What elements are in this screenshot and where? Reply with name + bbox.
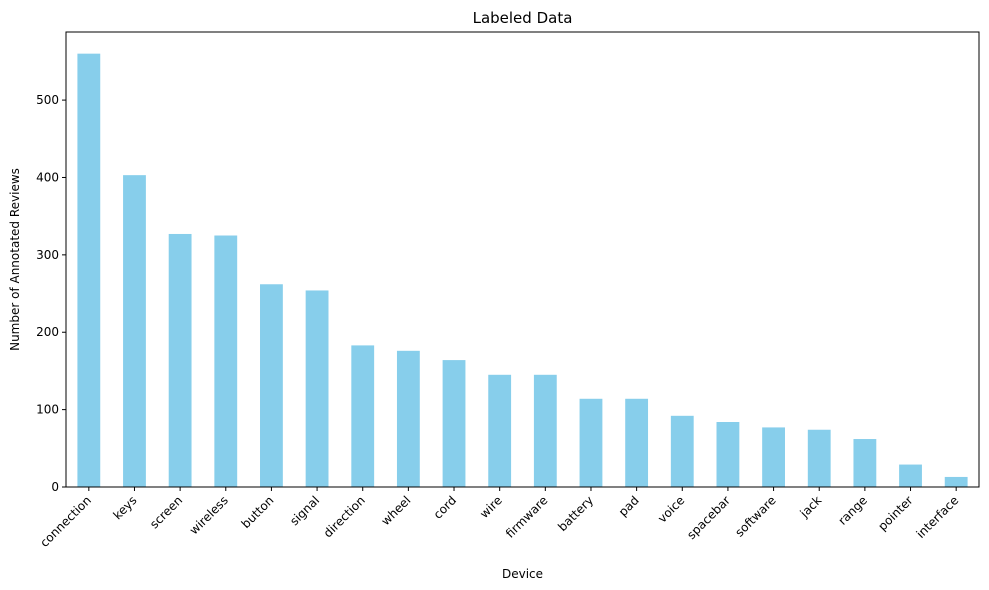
bar-voice — [670, 415, 694, 487]
bar-signal — [305, 290, 329, 487]
bar-jack — [807, 429, 831, 487]
bar-spacebar — [716, 422, 740, 487]
chart-title: Labeled Data — [473, 9, 573, 27]
bar-battery — [579, 398, 603, 487]
bar-range — [853, 439, 877, 487]
y-tick-label: 200 — [36, 325, 59, 339]
bar-interface — [944, 476, 968, 487]
bar-software — [762, 427, 785, 487]
x-axis-label: Device — [502, 567, 543, 581]
y-tick-label: 300 — [36, 248, 59, 262]
y-tick-label: 0 — [51, 480, 59, 494]
y-axis-label: Number of Annotated Reviews — [8, 168, 22, 351]
bar-button — [260, 284, 283, 487]
bar-cord — [442, 360, 466, 487]
bar-pointer — [899, 464, 922, 487]
bar-connection — [77, 53, 101, 488]
y-tick-label: 100 — [36, 403, 59, 417]
y-tick-label: 500 — [36, 93, 59, 107]
bar-pad — [625, 398, 649, 487]
y-tick-label: 400 — [36, 170, 59, 184]
bar-wireless — [214, 235, 238, 487]
bar-firmware — [533, 374, 557, 487]
bar-wire — [488, 374, 512, 487]
bar-screen — [168, 233, 192, 487]
y-axis-ticks: 0 100 200 300 400 500 — [36, 93, 66, 494]
bar-direction — [351, 345, 375, 487]
bar-wheel — [396, 350, 420, 487]
bars-group — [77, 53, 968, 488]
bar-keys — [123, 175, 146, 487]
plot-frame — [65, 31, 980, 488]
